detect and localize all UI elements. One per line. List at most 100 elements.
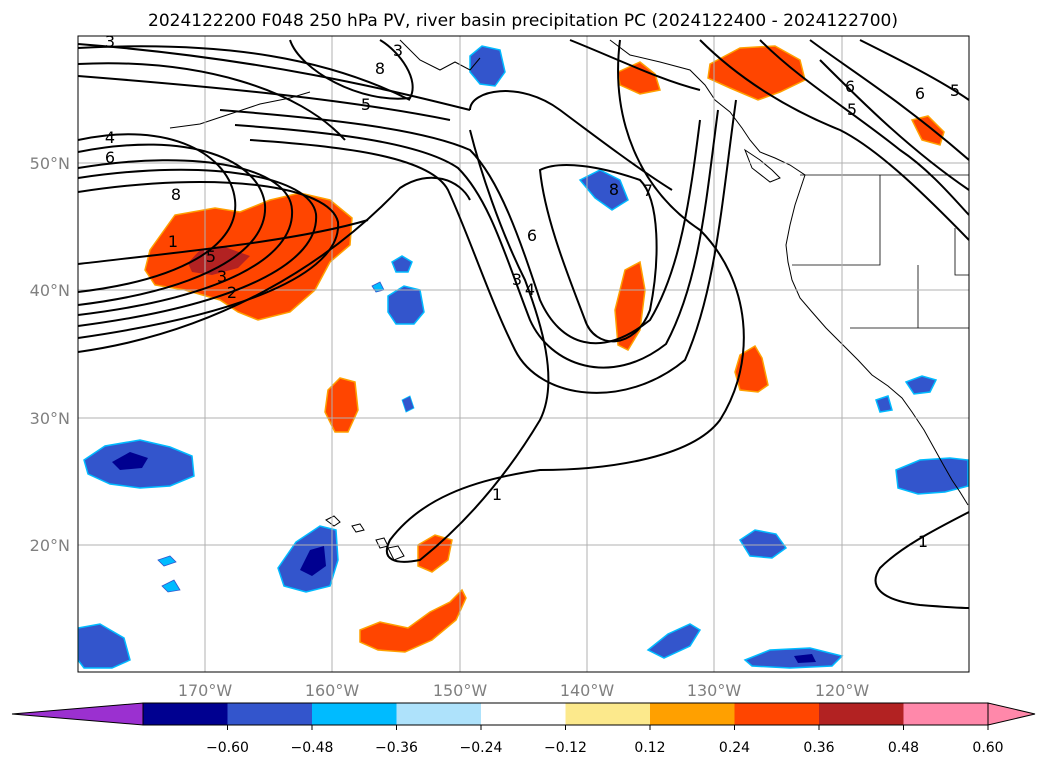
precip-blob-strong [188,246,250,275]
contour-label: 8 [375,59,385,78]
contour-label: 5 [361,95,371,114]
colorbar-ticks: −0.60 −0.48 −0.36 −0.24 −0.12 0.12 0.24 0.36 0.4… [206,725,1004,756]
pv-contour [759,39,969,216]
lat-label: 50°N [30,154,70,173]
precip-blob-negative [904,375,938,395]
precip-blob-positive [617,61,661,95]
border-states [792,175,969,329]
colorbar-tick-label: 0.48 [888,740,919,756]
lat-label: 40°N [30,281,70,300]
contour-label: 1 [918,532,928,551]
contour-label: 5 [847,100,857,119]
contour-label: 6 [527,226,537,245]
precip-blob-positive [359,588,467,653]
precip-blob-negative [875,395,893,413]
pv-contour [249,99,737,394]
lon-label: 160°W [305,681,360,700]
precip-blob-negative [78,623,131,669]
precip-blob-negative [895,457,969,495]
precipitation-field [78,45,969,669]
colorbar-bin [565,703,651,725]
contour-label: 6 [915,84,925,103]
precip-blob-negative-core [794,654,816,663]
pv-contour [874,511,969,609]
lon-label: 120°W [815,681,870,700]
coastline-north-america [609,39,969,506]
plot-title: 2024122200 F048 250 hPa PV, river basin … [148,11,898,31]
precip-blob-small [401,395,415,413]
pv-contour [78,219,369,265]
precip-blob-negative [391,255,413,273]
colorbar-tick-label: −0.24 [460,740,503,756]
political-borders [792,174,969,329]
colorbar-bin [143,703,228,725]
coastline-alaska [399,39,481,71]
contour-label: 3 [105,32,115,51]
colorbar-bins [143,703,989,725]
lon-label: 150°W [433,681,488,700]
contour-labels: 3 3 8 5 4 6 8 1 5 3 2 6 3 4 8 7 1 6 5 6 … [105,32,960,551]
coastline-hawaii [325,515,405,561]
precip-blob-negative-core [112,452,148,470]
pv-contour [234,109,719,369]
pv-contour [699,39,969,241]
contour-label: 5 [950,81,960,100]
colorbar-bin [734,703,820,725]
map-frame [77,35,970,673]
contour-label: 6 [105,148,115,167]
contour-label: 8 [171,185,181,204]
lon-label: 170°W [178,681,233,700]
contour-label: 3 [393,41,403,60]
precip-blob-negative [743,647,844,669]
colorbar: −0.60 −0.48 −0.36 −0.24 −0.12 0.12 0.24 0.36 0.4… [11,702,1036,756]
colorbar-bin [481,703,566,725]
colorbar-tick-label: −0.60 [206,740,249,756]
pv-contours [78,39,969,609]
colorbar-extend-under [11,702,144,726]
precip-blob-positive [417,534,453,573]
pv-contour [78,75,451,121]
pv-contour [819,59,969,191]
colorbar-tick-label: 0.36 [803,740,834,756]
pv-contour [569,39,701,91]
colorbar-bin [819,703,904,725]
pv-contour [78,43,471,111]
pv-contour [809,39,969,161]
lat-label: 20°N [30,536,70,555]
contour-label: 2 [227,283,237,302]
lon-label: 140°W [560,681,615,700]
contour-label: 1 [492,485,502,504]
pv-contour [78,181,340,339]
contour-label: 5 [206,247,216,266]
pv-contour [78,159,294,316]
precip-blob-small [161,579,181,593]
pv-contour [469,90,673,191]
contour-label: 6 [845,77,855,96]
colorbar-tick-label: 0.60 [972,740,1003,756]
pv-contour [78,168,318,327]
colorbar-bin [650,703,735,725]
pv-contour [385,39,745,563]
pv-contour [78,62,346,141]
precip-blob-negative [738,529,788,559]
contour-label: 3 [217,267,227,286]
lon-label: 130°W [687,681,742,700]
pv-contour [289,39,414,100]
pv-contour [78,45,411,101]
lon-tick-labels: 170°W 160°W 150°W 140°W 130°W 120°W [178,681,870,700]
coastline-vancouver-island [743,148,781,183]
contour-label: 4 [525,280,535,299]
colorbar-tick-label: −0.12 [544,740,587,756]
lat-tick-labels: 50°N 40°N 30°N 20°N [30,154,70,555]
precip-blob-negative [578,169,629,211]
contour-label: 1 [168,232,178,251]
lat-label: 30°N [30,409,70,428]
pv-contour [538,164,658,343]
colorbar-extend-over [987,702,1036,726]
colorbar-bin [396,703,482,725]
colorbar-tick-label: 0.24 [719,740,750,756]
contour-label: 4 [105,128,115,147]
colorbar-bin [903,703,989,725]
precip-blob-negative [469,45,506,87]
